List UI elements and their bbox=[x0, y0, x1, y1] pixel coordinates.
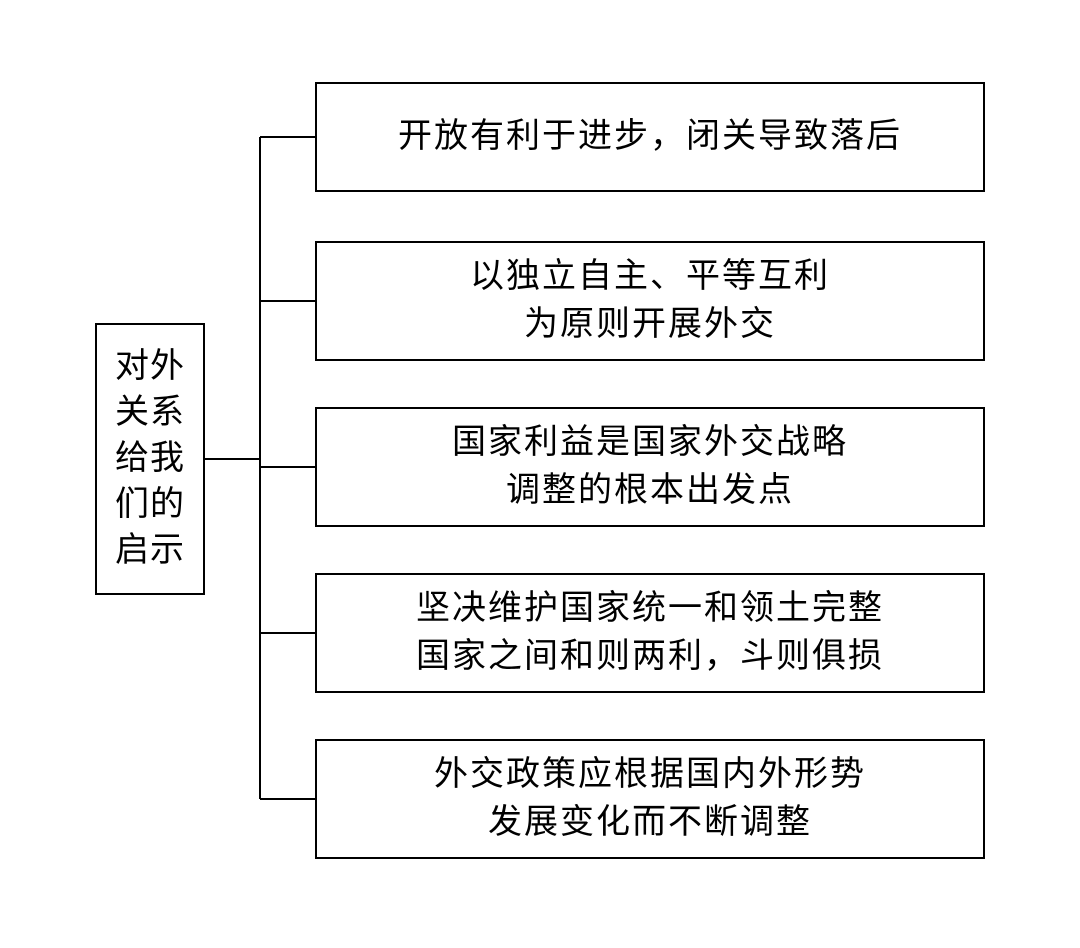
child-label: 国家利益是国家外交战略 调整的根本出发点 bbox=[452, 419, 848, 514]
child-node: 坚决维护国家统一和领土完整 国家之间和则两利，斗则俱损 bbox=[315, 573, 985, 693]
child-label: 坚决维护国家统一和领土完整 国家之间和则两利，斗则俱损 bbox=[416, 585, 884, 680]
child-node: 外交政策应根据国内外形势 发展变化而不断调整 bbox=[315, 739, 985, 859]
child-label: 开放有利于进步，闭关导致落后 bbox=[398, 113, 902, 161]
child-node: 国家利益是国家外交战略 调整的根本出发点 bbox=[315, 407, 985, 527]
child-node: 开放有利于进步，闭关导致落后 bbox=[315, 82, 985, 192]
child-label: 以独立自主、平等互利 为原则开展外交 bbox=[470, 253, 830, 348]
diagram-canvas: 对外 关系 给我 们的 启示 开放有利于进步，闭关导致落后以独立自主、平等互利 … bbox=[0, 0, 1080, 948]
child-label: 外交政策应根据国内外形势 发展变化而不断调整 bbox=[434, 751, 866, 846]
child-node: 以独立自主、平等互利 为原则开展外交 bbox=[315, 241, 985, 361]
root-node: 对外 关系 给我 们的 启示 bbox=[95, 323, 205, 595]
root-label: 对外 关系 给我 们的 启示 bbox=[115, 344, 185, 573]
